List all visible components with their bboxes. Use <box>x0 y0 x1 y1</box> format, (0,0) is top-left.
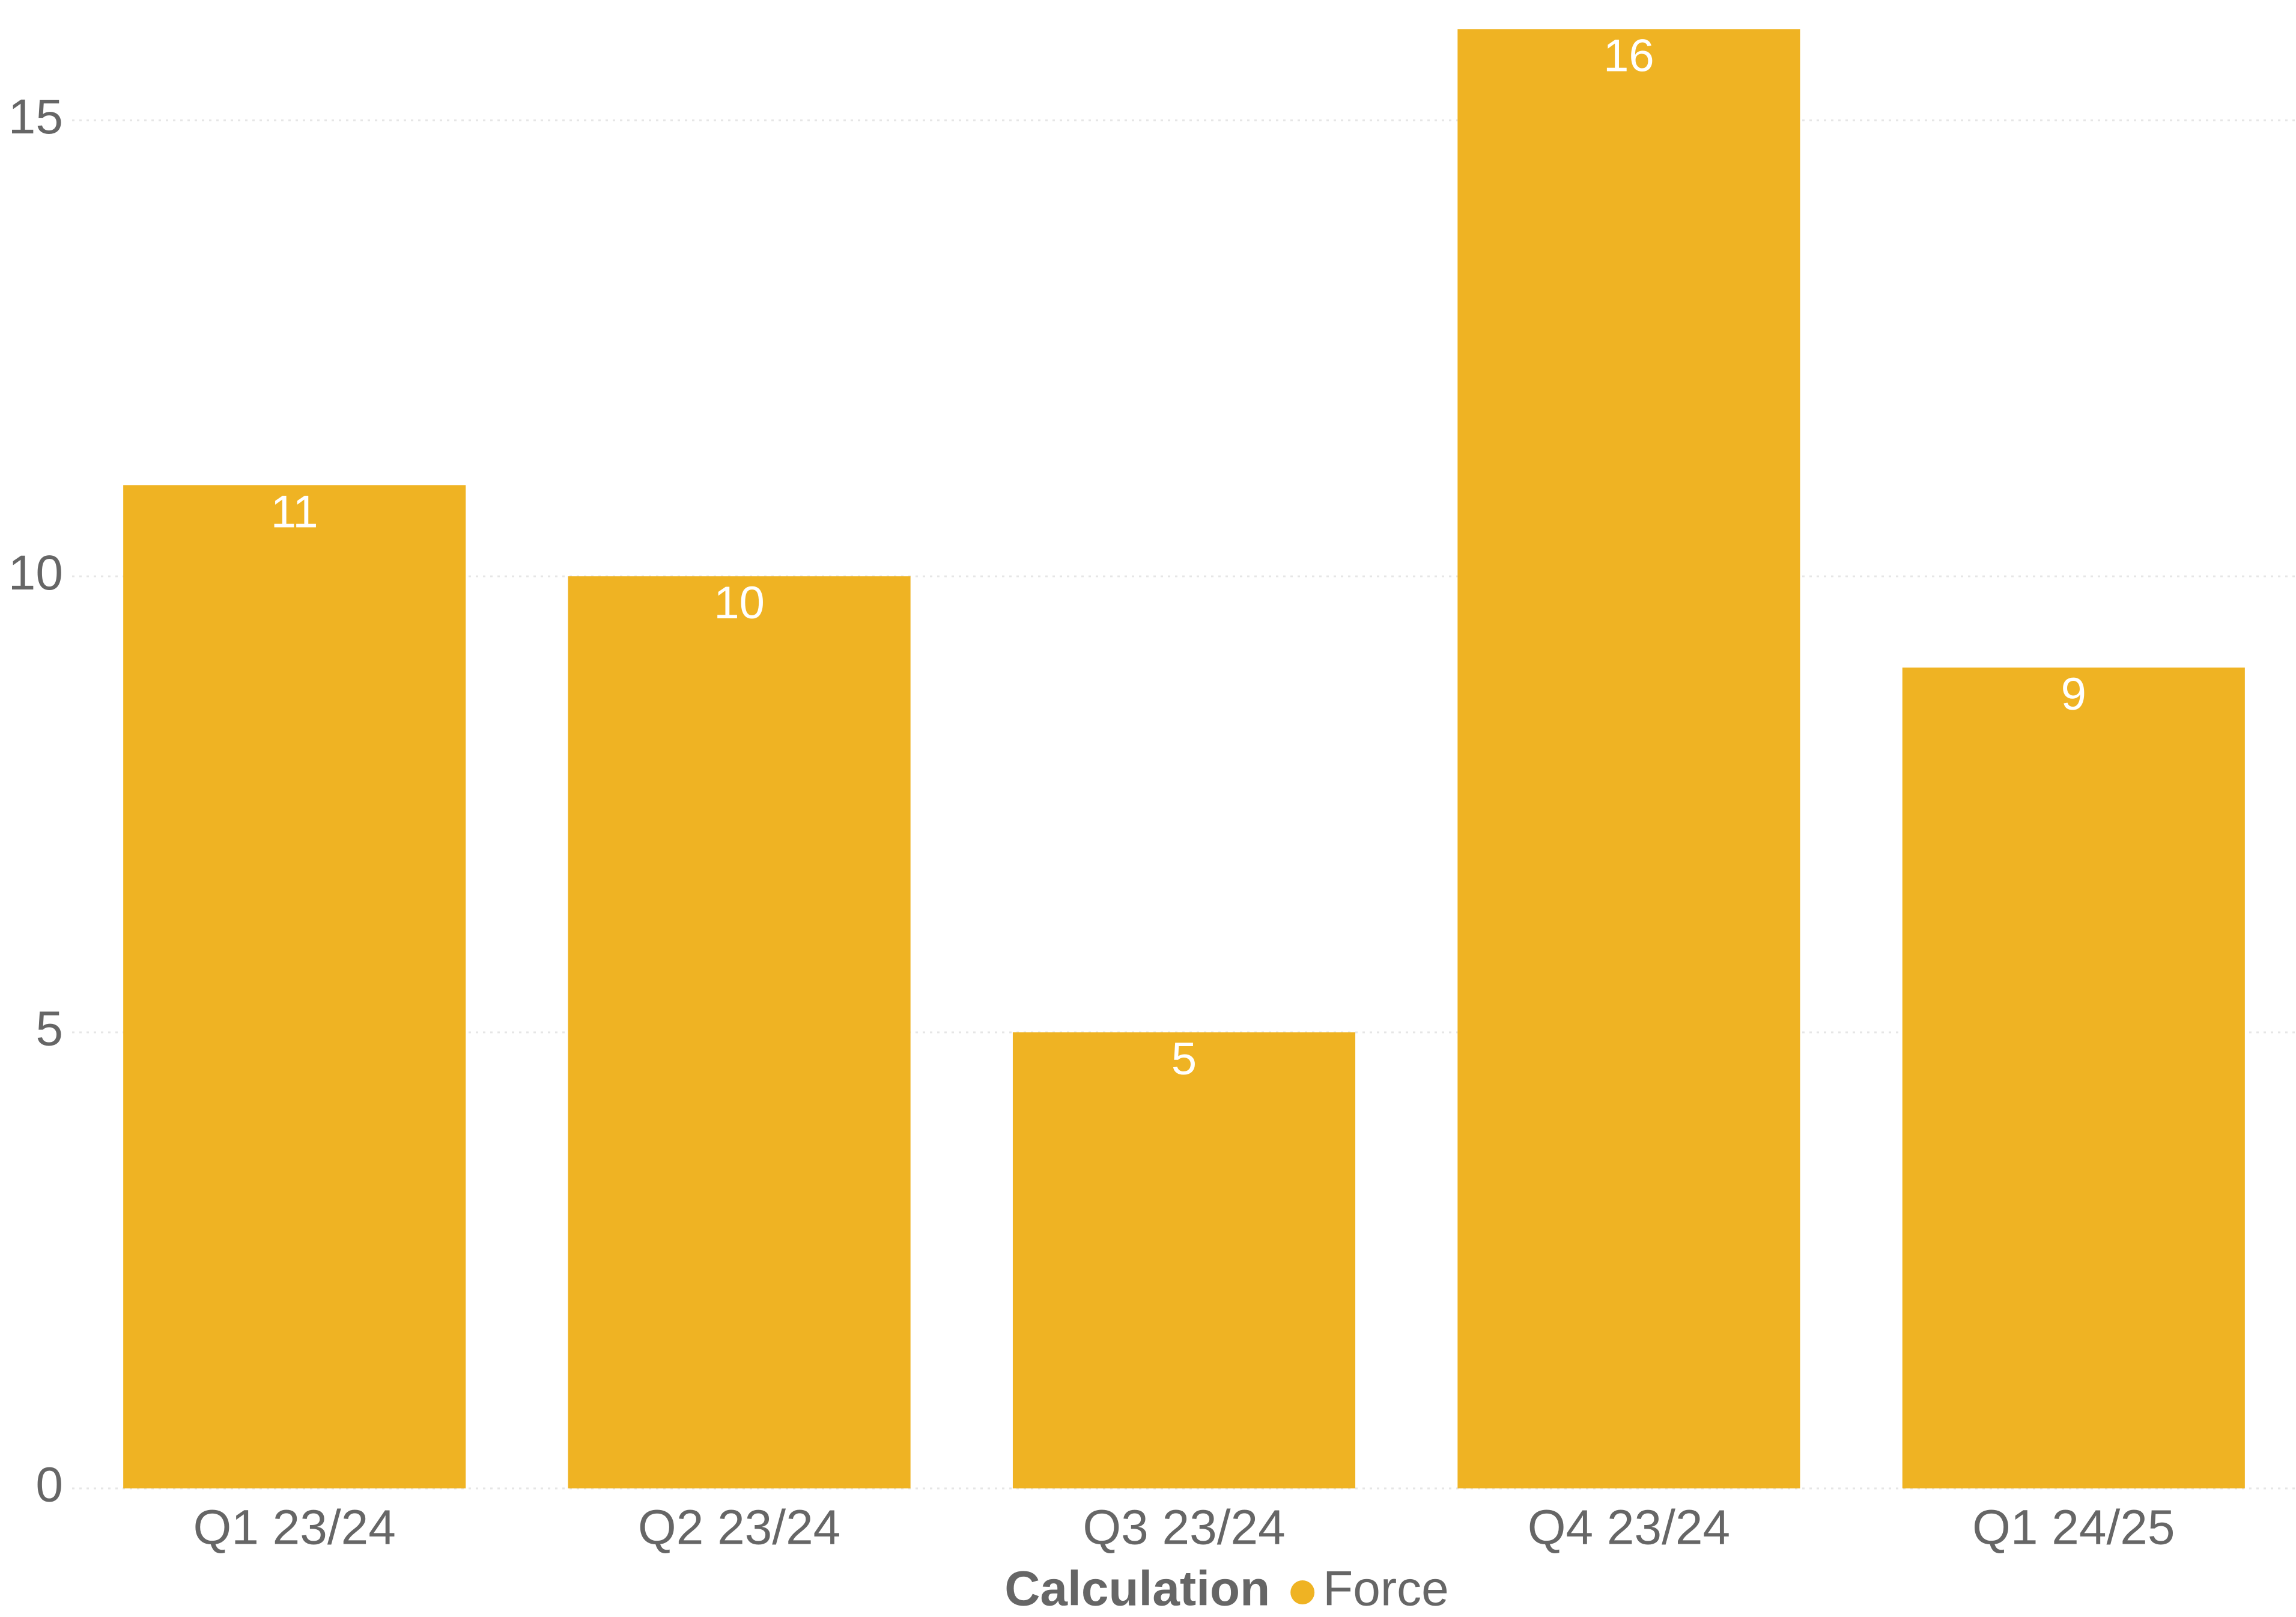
data-label-4: 16 <box>1603 30 1654 81</box>
y-axis-ticks: 0 5 10 15 <box>8 90 63 1512</box>
data-label-3: 5 <box>1171 1034 1197 1085</box>
bar-2 <box>568 576 911 1488</box>
x-tick-label-2: Q2 23/24 <box>638 1500 840 1555</box>
bar-3 <box>1013 1032 1355 1488</box>
data-label-1: 11 <box>271 486 318 537</box>
y-tick-label: 5 <box>35 1002 63 1056</box>
bars <box>123 29 2245 1488</box>
x-tick-label-5: Q1 24/25 <box>1972 1500 2175 1555</box>
data-label-2: 10 <box>714 577 765 629</box>
bar-1 <box>123 485 466 1488</box>
legend: Calculation Force <box>1004 1562 1449 1614</box>
y-tick-label: 10 <box>8 546 63 600</box>
legend-entry-force: Force <box>1323 1562 1449 1614</box>
bar-4 <box>1457 29 1800 1488</box>
legend-marker-force <box>1290 1580 1314 1604</box>
x-tick-label-4: Q4 23/24 <box>1528 1500 1730 1555</box>
x-tick-label-3: Q3 23/24 <box>1083 1500 1285 1555</box>
x-axis-ticks: Q1 23/24 Q2 23/24 Q3 23/24 Q4 23/24 Q1 24/25 <box>193 1500 2175 1555</box>
bar-5 <box>1903 668 2245 1488</box>
data-labels: 11 10 5 16 9 <box>271 30 2086 1085</box>
legend-title: Calculation <box>1004 1562 1270 1614</box>
x-tick-label-1: Q1 23/24 <box>193 1500 396 1555</box>
y-tick-label: 0 <box>35 1458 63 1512</box>
data-label-5: 9 <box>2061 669 2086 720</box>
y-tick-label: 15 <box>8 90 63 144</box>
